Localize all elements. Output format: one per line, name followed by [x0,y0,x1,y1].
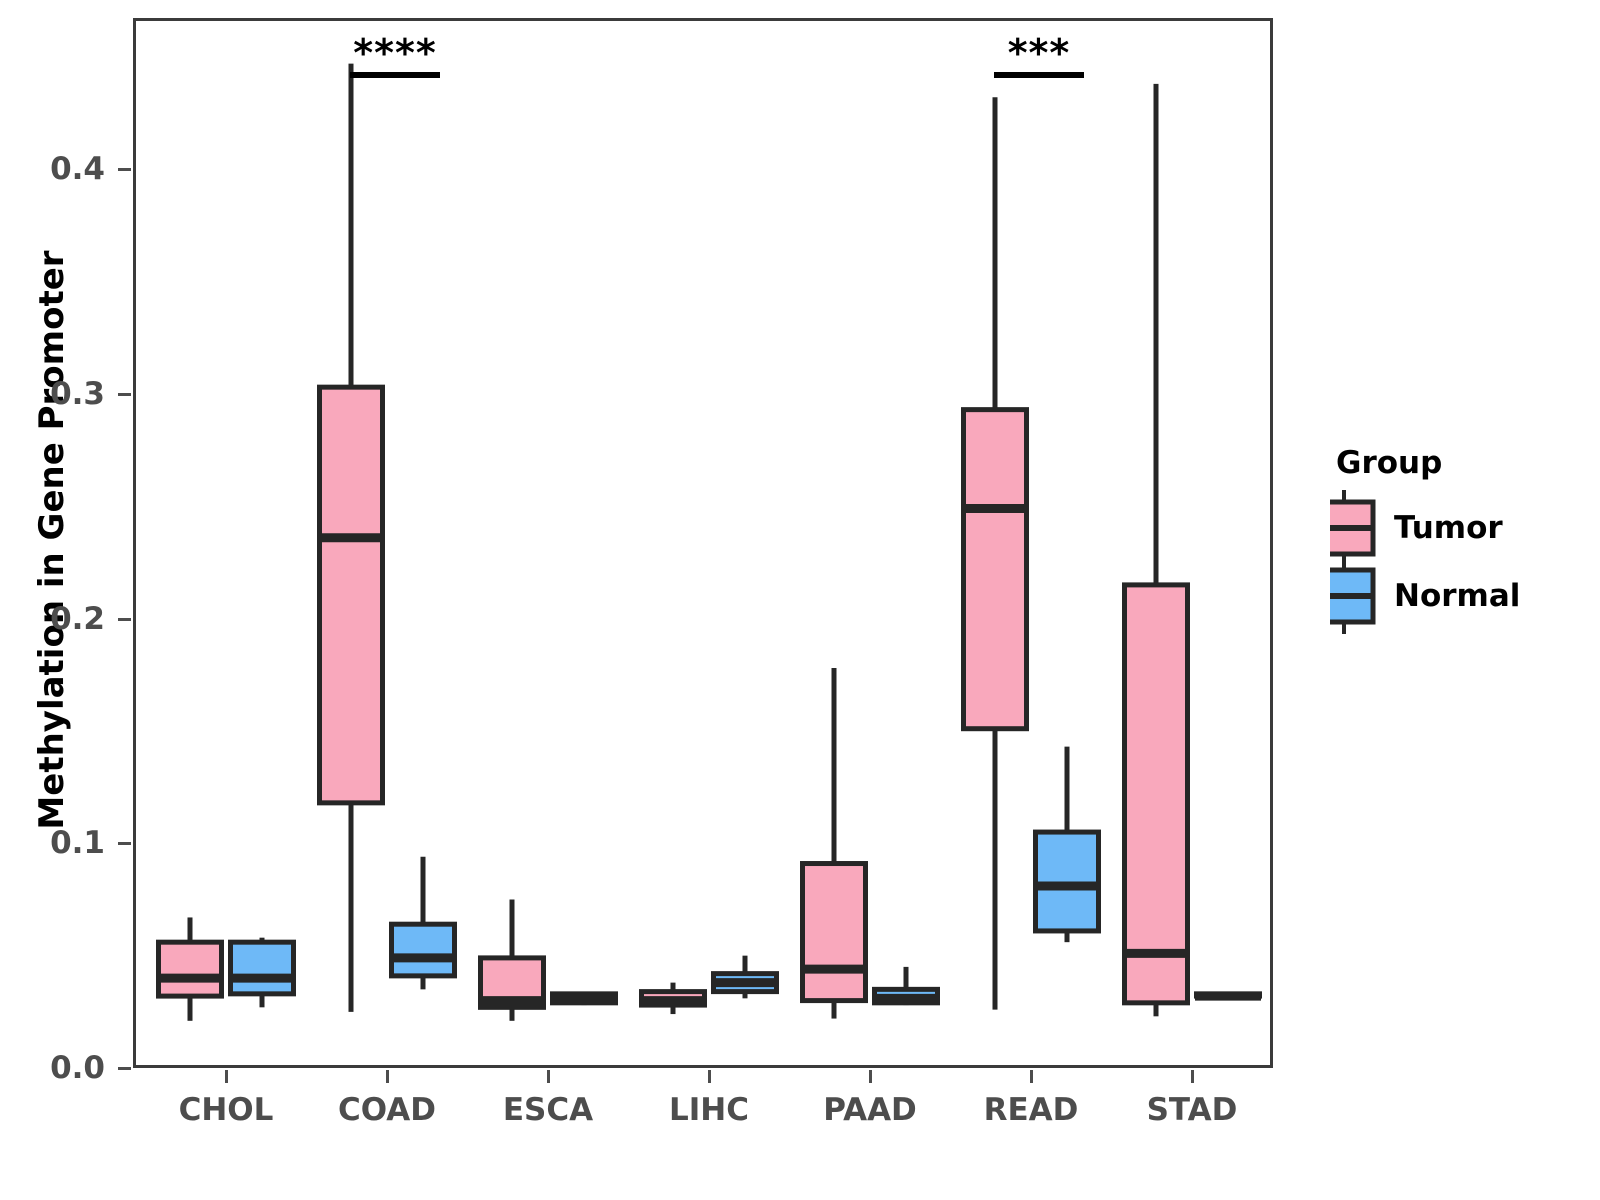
x-tick-mark [1030,1070,1033,1083]
box-tumor-paad [800,668,868,1019]
box-tumor-esca [478,899,546,1021]
box-normal-coad [389,856,457,990]
legend-label-tumor: Tumor [1394,510,1503,546]
y-tick-label: 0.0 [50,1050,105,1086]
box-tumor-chol [156,917,224,1021]
x-tick-mark [386,1070,389,1083]
box-tumor-coad [317,63,385,1012]
y-tick-label: 0.3 [50,375,105,412]
legend-title: Group [1336,445,1443,481]
y-tick-label: 0.1 [50,825,105,862]
x-tick-label-esca: ESCA [502,1092,594,1128]
legend-keys [1330,490,1376,634]
significance-bar-coad [350,72,440,78]
box-normal-lihc [711,955,779,999]
box-tumor-stad [1122,83,1190,1017]
x-tick-mark [547,1070,550,1083]
significance-bar-read [994,72,1084,78]
y-tick-label: 0.2 [50,600,105,637]
y-tick-mark [118,168,131,172]
y-tick-label: 0.4 [50,151,105,188]
plot-panel-border [133,18,1273,1068]
x-tick-mark [225,1070,228,1083]
x-tick-mark [869,1070,872,1083]
box-normal-paad [872,966,940,1006]
box-normal-stad [1194,991,1262,1001]
y-tick-mark [118,842,131,846]
box-normal-read [1033,746,1101,943]
box-normal-esca [550,991,618,1006]
y-tick-mark [118,392,131,396]
x-tick-label-chol: CHOL [178,1092,274,1128]
x-tick-mark [1191,1070,1194,1083]
legend-label-normal: Normal [1394,578,1521,614]
y-tick-mark [118,1067,131,1070]
box-tumor-lihc [639,982,707,1015]
x-tick-label-coad: COAD [338,1092,436,1128]
box-normal-chol [228,937,296,1008]
x-tick-label-paad: PAAD [823,1092,917,1128]
legend-key-normal[interactable] [1330,558,1376,634]
x-tick-label-read: READ [983,1092,1079,1128]
legend-key-tumor[interactable] [1330,490,1376,566]
y-tick-mark [118,617,131,621]
x-tick-label-lihc: LIHC [669,1092,749,1128]
significance-label-coad: **** [353,31,437,75]
significance-label-read: *** [1007,31,1071,75]
x-tick-label-stad: STAD [1146,1092,1238,1128]
box-tumor-read [961,97,1029,1010]
x-tick-mark [708,1070,711,1083]
